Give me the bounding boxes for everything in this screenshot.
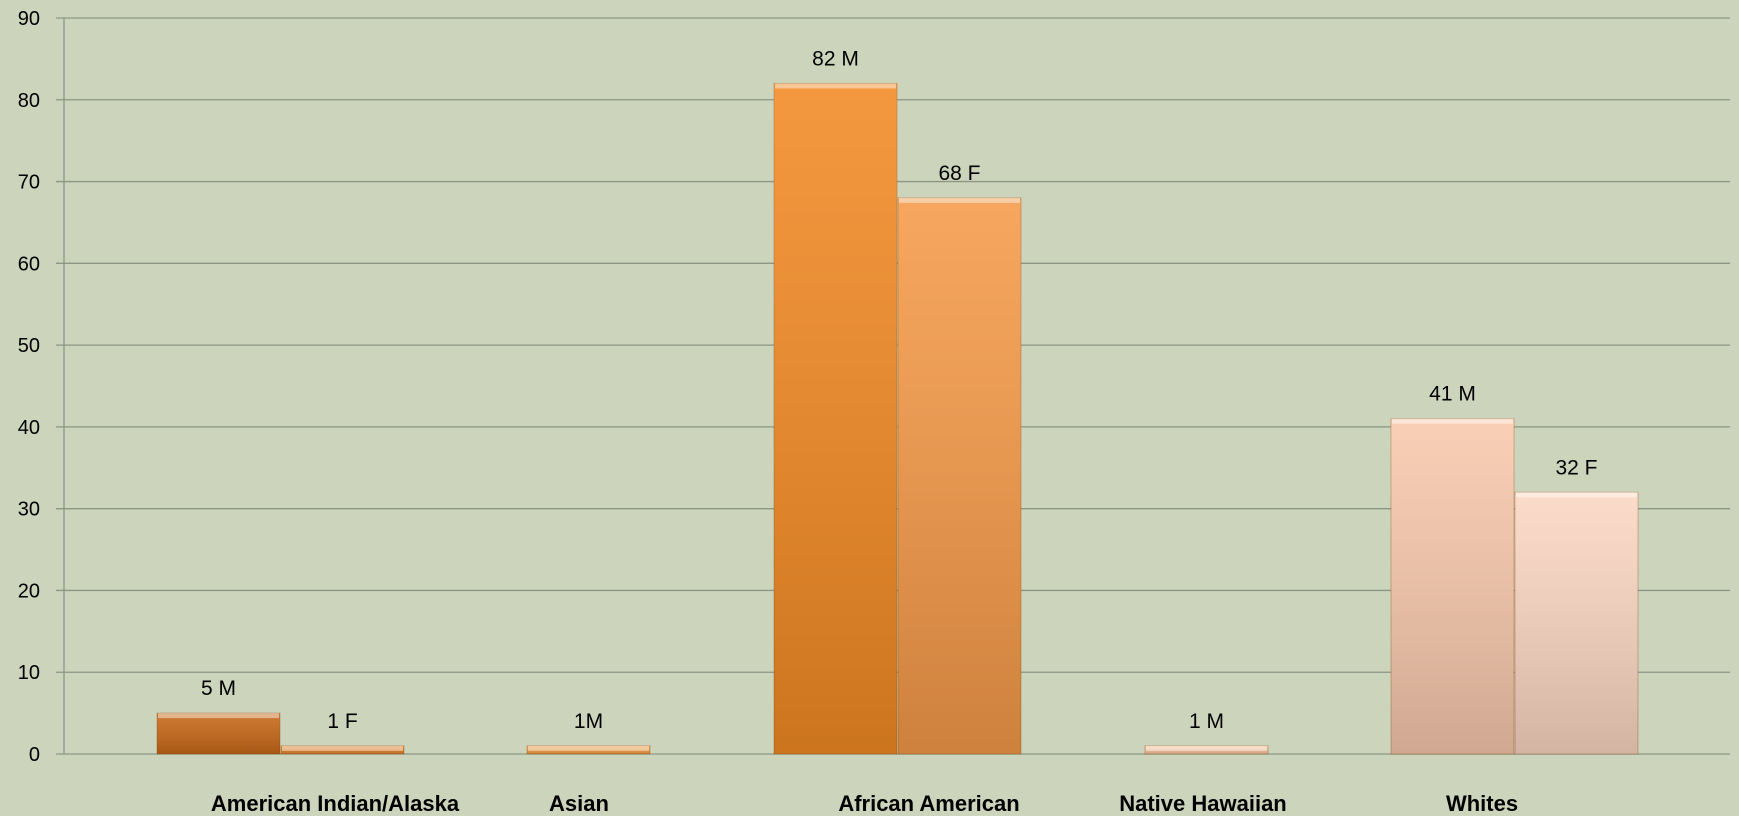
bar-highlight (282, 745, 403, 751)
bar-highlight (1516, 492, 1637, 498)
y-tick-label: 10 (18, 662, 40, 684)
data-label: 82 M (812, 47, 859, 70)
y-tick-label: 60 (18, 253, 40, 275)
y-tick-label: 50 (18, 335, 40, 357)
bar-highlight (528, 745, 649, 751)
y-tick-label: 70 (18, 172, 40, 194)
bar-shading (774, 83, 897, 754)
bar-highlight (899, 197, 1020, 203)
data-label: 1 F (327, 710, 357, 733)
bar-shading (1391, 418, 1514, 754)
bar-highlight (1146, 745, 1267, 751)
bar-highlight (158, 713, 279, 719)
y-axis: 0 10 20 30 40 50 60 70 80 90 (18, 8, 65, 766)
data-labels: 5 M 1 F 1M 82 M 68 F 1 M 41 M 32 F (201, 47, 1598, 732)
bar-shading (157, 713, 280, 754)
bar-highlight (1392, 418, 1513, 424)
y-tick-label: 90 (18, 8, 40, 30)
bar-shading (527, 745, 650, 754)
bars-group (156, 82, 1639, 755)
x-category-label: Native Hawaiian (1119, 791, 1287, 816)
y-tick-label: 80 (18, 90, 40, 112)
y-tick-label: 20 (18, 580, 40, 602)
bar-shading (898, 197, 1021, 754)
data-label: 32 F (1555, 456, 1597, 479)
data-label: 1M (574, 710, 603, 733)
bar-shading (1515, 492, 1638, 754)
y-tick-label: 40 (18, 417, 40, 439)
x-category-label: African American (838, 791, 1019, 816)
data-label: 1 M (1189, 710, 1224, 733)
x-category-label: Asian (549, 791, 609, 816)
y-tick-label: 0 (29, 744, 40, 766)
y-tick-label: 30 (18, 499, 40, 521)
x-category-label: American Indian/Alaska (211, 791, 460, 816)
x-axis: American Indian/Alaska Asian African Ameri… (211, 791, 1518, 816)
data-label: 5 M (201, 677, 236, 700)
bar-shading (1145, 745, 1268, 754)
bar-highlight (775, 83, 896, 89)
bar-shading (281, 745, 404, 754)
x-category-label: Whites (1446, 791, 1518, 816)
data-label: 68 F (938, 162, 980, 185)
data-label: 41 M (1429, 383, 1476, 406)
